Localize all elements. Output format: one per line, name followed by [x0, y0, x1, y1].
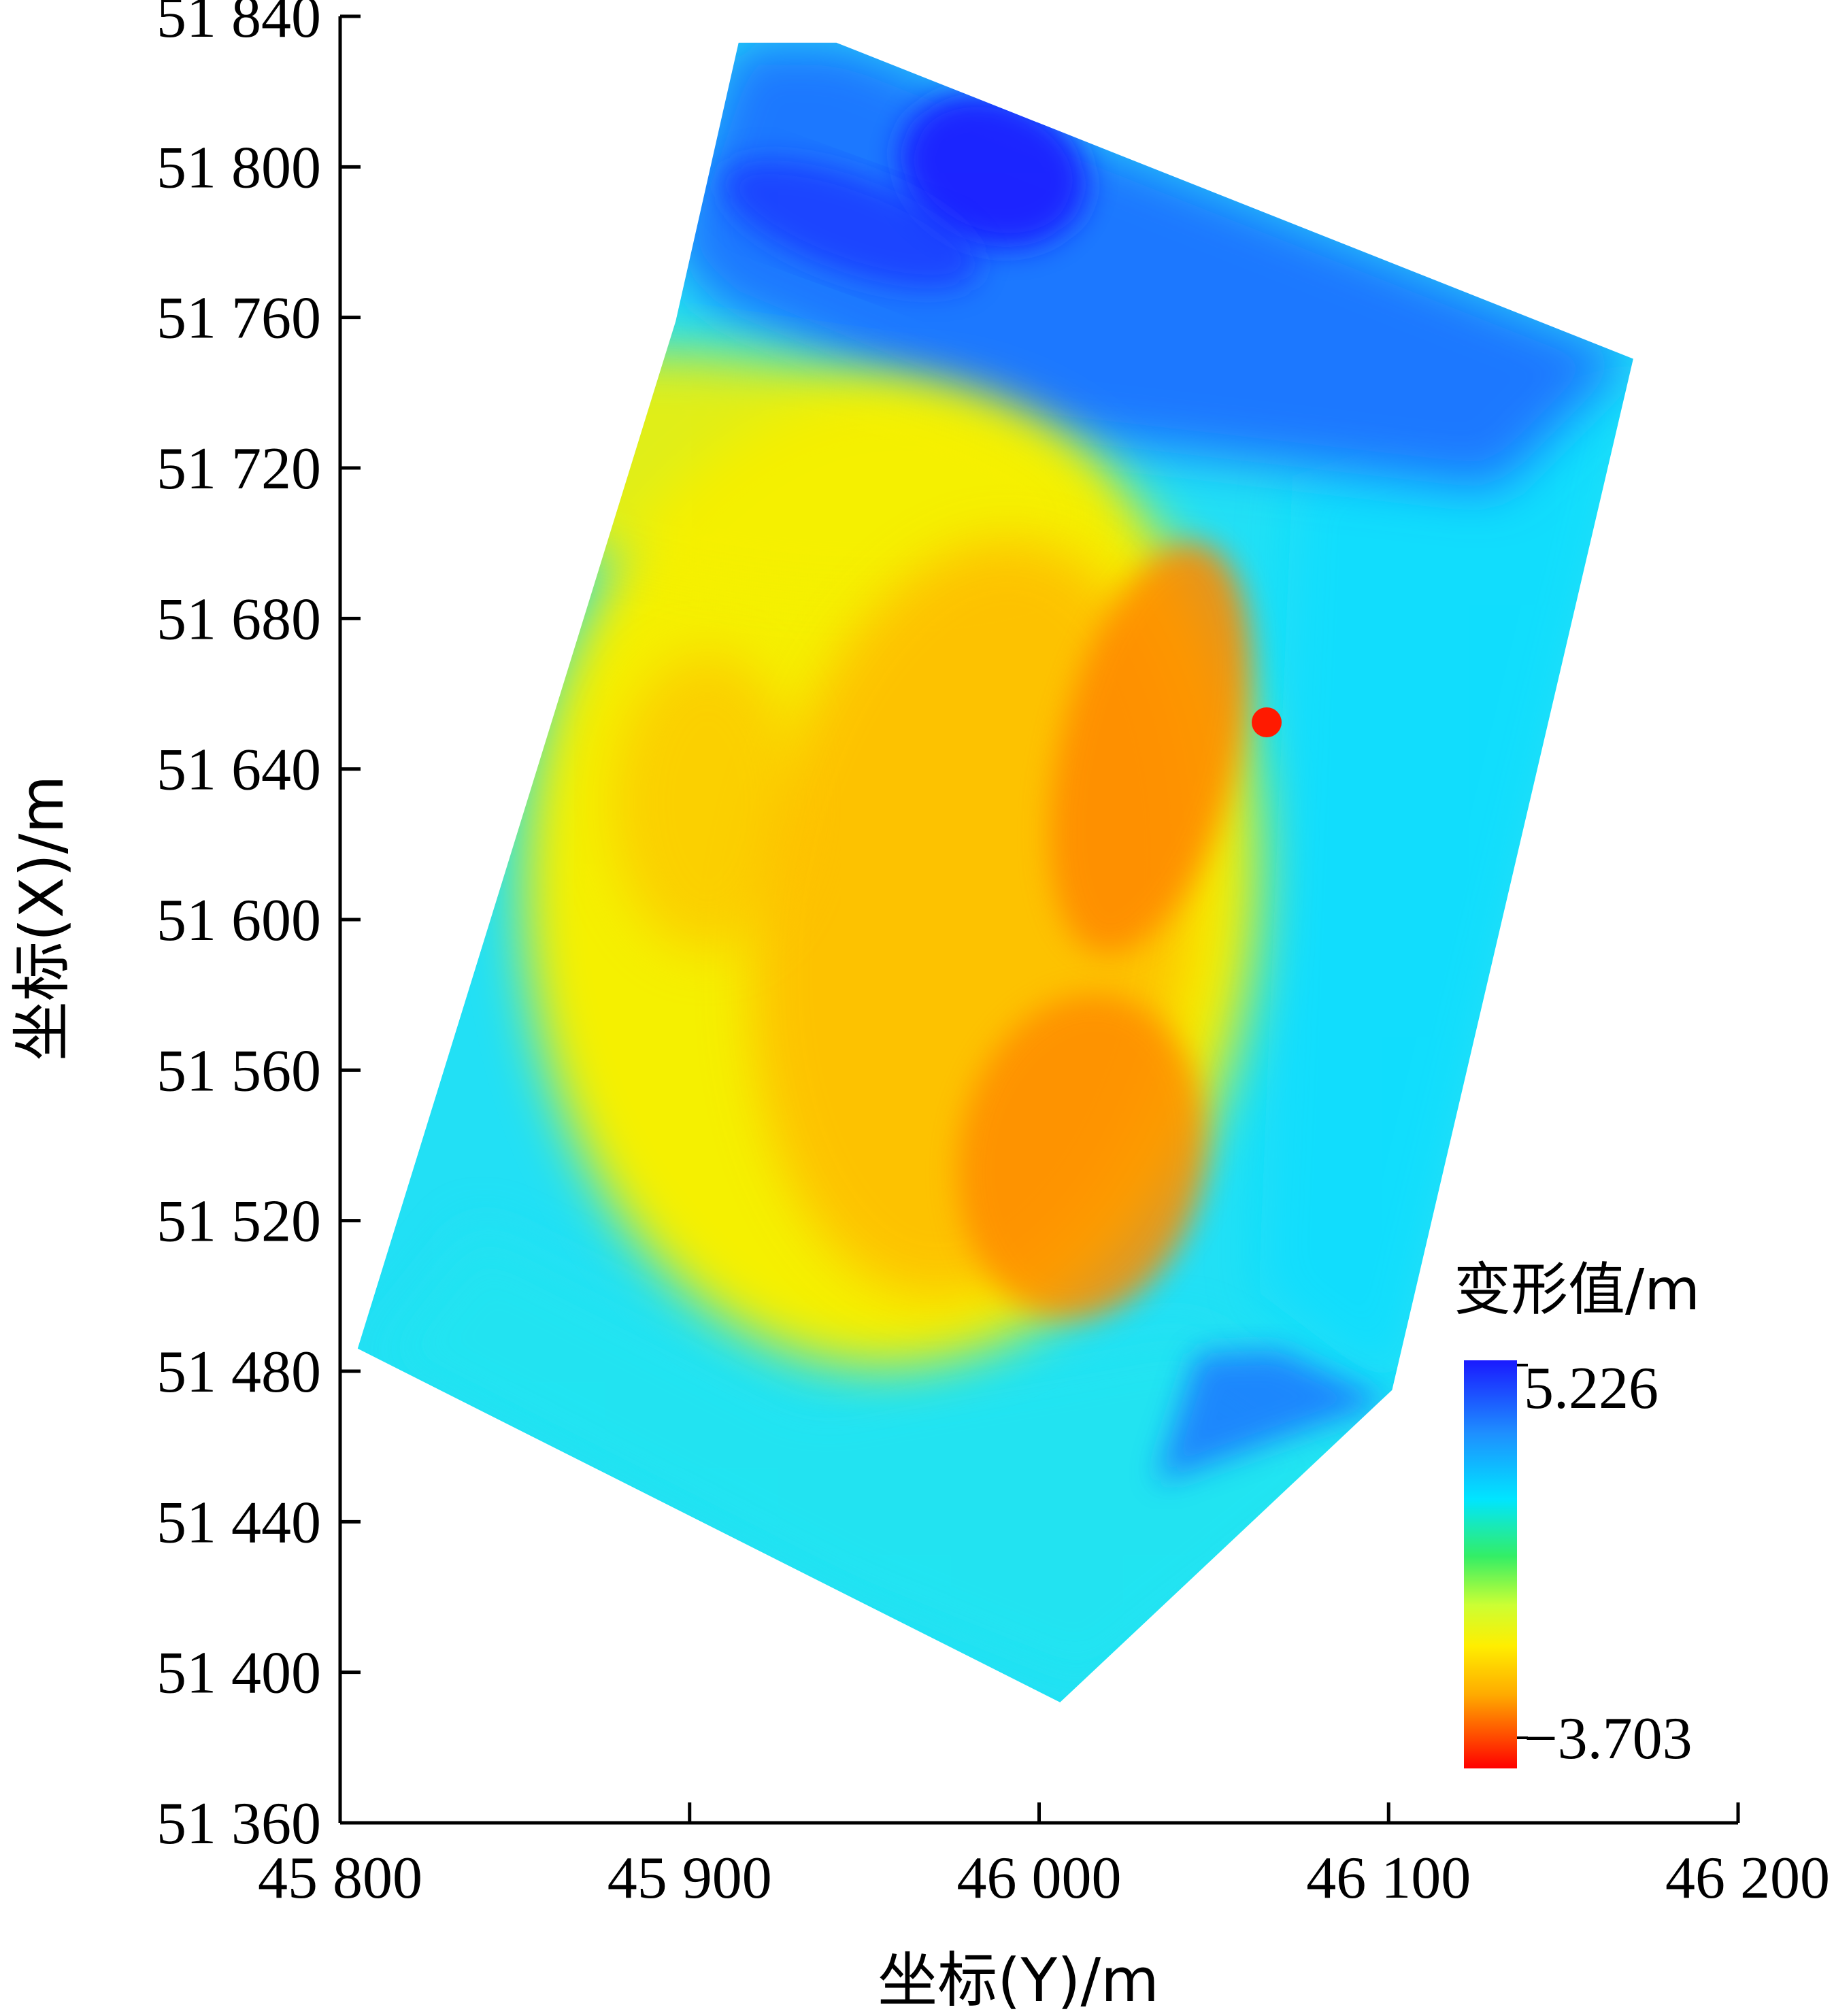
zone-east-trough	[1050, 542, 1250, 954]
y-tick-label: 51 440	[156, 1490, 321, 1556]
x-tick-label: 45 800	[258, 1845, 422, 1911]
x-tick-label: 45 900	[607, 1845, 772, 1911]
colorbar-gradient	[1464, 1360, 1517, 1768]
x-tick-label: 46 000	[957, 1845, 1122, 1911]
y-tick-label: 51 480	[156, 1339, 321, 1405]
colorbar-legend: 变形值/m 5.226 −3.703	[1454, 1256, 1700, 1772]
heatmap-region	[357, 42, 1633, 1702]
y-tick-label: 51 760	[156, 286, 321, 352]
y-tick-label: 51 800	[156, 135, 321, 201]
zone-south-margin	[367, 1224, 1395, 1700]
y-tick-label: 51 400	[156, 1641, 321, 1707]
y-axis-title: 坐标(X)/m	[7, 775, 77, 1061]
y-tick-label: 51 600	[156, 888, 321, 954]
y-tick-label: 51 680	[156, 586, 321, 652]
x-axis-title: 坐标(Y)/m	[878, 1945, 1159, 2015]
x-tick-label: 46 100	[1306, 1845, 1471, 1911]
zone-central-core	[612, 653, 803, 952]
zone-north-band	[1156, 1350, 1388, 1483]
y-tick-label: 51 520	[156, 1189, 321, 1255]
y-tick-label: 51 560	[156, 1038, 321, 1104]
y-tick-label: 51 360	[156, 1791, 321, 1857]
y-tick-label: 51 720	[156, 436, 321, 502]
colorbar-max-label: 5.226	[1524, 1356, 1658, 1422]
y-tick-label: 51 640	[156, 737, 321, 803]
colorbar-title: 变形值/m	[1454, 1256, 1700, 1323]
zone-minimum	[1252, 707, 1282, 737]
x-tick-label: 46 200	[1665, 1845, 1830, 1911]
axes: 51 360 51 400 51 440 51 480 51 520 51 560 51 6…	[156, 0, 1830, 1911]
y-axis-ticks: 51 360 51 400 51 440 51 480 51 520 51 560 51 6…	[156, 0, 361, 1857]
zone-north-max	[900, 93, 1086, 248]
colorbar-min-label: −3.703	[1524, 1706, 1693, 1772]
y-tick-label: 51 840	[156, 0, 321, 50]
zone-east-trough	[957, 994, 1206, 1319]
x-axis-ticks: 45 800 45 900 46 000 46 100 46 200	[258, 1802, 1830, 1911]
zone-north-max	[721, 160, 980, 289]
zone-east-margin	[1258, 354, 1633, 1394]
heatmap-zones	[367, 42, 1633, 1700]
